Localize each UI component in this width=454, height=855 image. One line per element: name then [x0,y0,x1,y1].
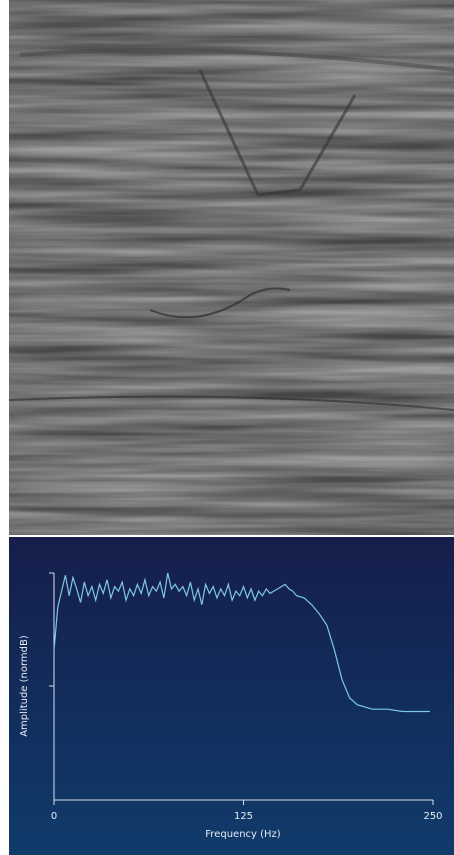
figure: Frequency (Hz) Amplitude (normdB) 0 125 25… [0,0,454,855]
x-tick-label: 250 [423,811,442,822]
y-axis-label: Amplitude (normdB) [19,635,30,737]
x-tick-label: 125 [234,811,253,822]
x-tick-label: 0 [51,811,57,822]
page: {"chart_data": {"type": "line", "x_label… [0,0,454,855]
seismic-image [9,0,454,535]
x-axis-label: Frequency (Hz) [205,829,281,840]
